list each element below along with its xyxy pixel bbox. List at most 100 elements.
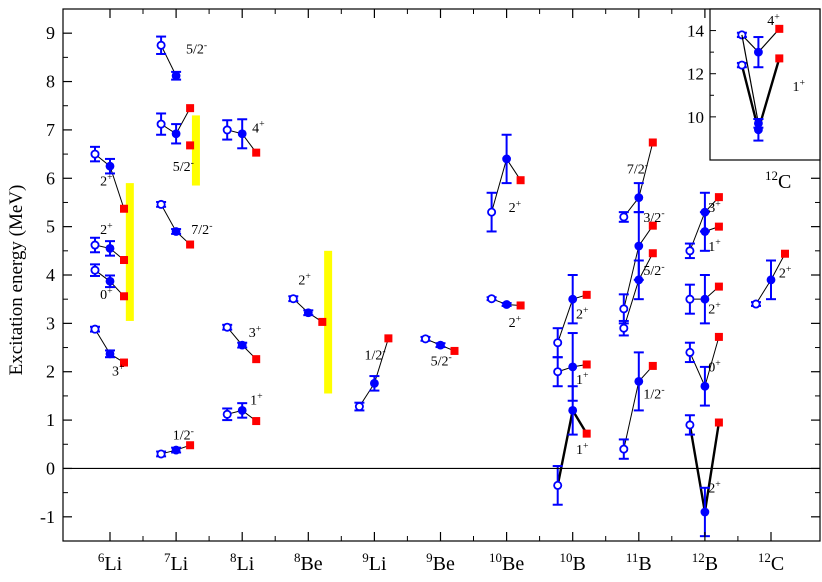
open-point [90,240,100,250]
experiment-point [648,361,657,370]
filled-point [766,275,776,285]
experiment-point [582,290,591,299]
experiment-point [252,417,261,426]
experiment-point [252,355,261,364]
experiment-point [252,148,261,157]
filled-point [502,154,511,164]
filled-point [237,129,247,139]
level-label: 5/2- [173,157,194,175]
x-tick-label: 10Be [489,550,524,575]
filled-point [237,406,247,415]
level-label: 2+ [708,300,721,318]
level-label: 5/2- [186,40,207,58]
level-label: 2+ [779,264,792,282]
experiment-point [384,334,393,343]
filled-point [303,308,313,318]
level-label: 1/2- [173,426,194,444]
y-tick-label: 1 [46,410,55,430]
filled-point [171,71,181,81]
x-tick-label: 8Li [230,550,255,575]
open-point [90,265,100,275]
experiment-point [186,104,195,113]
y-tick-label: 8 [46,72,55,92]
filled-point [171,129,181,139]
experiment-point [582,360,591,369]
inset-connector [741,34,759,124]
level-label: 2+ [298,271,311,289]
y-tick-label: 2 [46,362,55,382]
experiment-point [516,301,525,310]
filled-point [105,161,115,171]
experiment-point [714,282,723,291]
filled-point [634,193,644,203]
x-tick-label: 11B [626,550,652,575]
experiment-point [186,441,195,450]
x-tick-label: 10B [560,550,586,575]
open-point [553,367,563,377]
experiment-point [450,346,459,355]
y-tick-label: 4 [46,265,55,285]
inset-y-tick-label: 12 [687,65,704,84]
open-point [619,212,629,222]
inset-nucleus-label: 12C [765,168,791,193]
level-label: 2+ [708,479,721,497]
level-label: 1/2- [643,385,664,403]
experiment-point [120,358,128,367]
open-point [619,444,629,454]
filled-point [105,244,115,253]
open-point [487,207,497,217]
level-label: 5/2- [431,352,452,370]
level-label: 5/2- [643,261,664,279]
experiment-point [120,204,128,213]
filled-point [700,381,710,391]
open-point [90,149,100,159]
filled-point [502,300,511,309]
x-tick-label: 12C [758,550,784,575]
filled-point [171,227,181,236]
filled-point [700,507,710,517]
uncertainty-band [324,250,333,394]
y-tick-label: 9 [46,23,55,43]
experiment-point [714,332,723,341]
level-label: 3+ [112,362,125,380]
open-point [685,294,695,304]
experiment-point [582,429,591,438]
level-label: 7/2- [191,220,212,238]
filled-point [634,275,644,285]
level-label: 1+ [576,370,589,388]
level-label: 2+ [509,199,522,217]
open-point [685,246,695,256]
inset-y-tick-label: 10 [687,108,704,127]
open-point [156,40,166,50]
y-tick-label: 6 [46,168,55,188]
open-point [354,402,364,412]
inset-frame [709,8,821,161]
filled-point [105,349,115,359]
x-tick-label: 9Li [362,550,387,575]
experiment-point [516,176,525,185]
open-point [156,449,166,459]
filled-point [171,445,181,455]
y-tick-label: 0 [46,458,55,478]
open-point [156,119,166,129]
x-tick-label: 9Be [426,550,455,575]
open-point [685,420,695,430]
level-label: 2+ [509,314,522,332]
level-label: 0+ [708,358,721,376]
open-point [156,199,166,209]
uncertainty-band [125,183,134,321]
open-point [751,299,761,309]
filled-point [700,294,710,304]
filled-point [634,241,644,251]
inset-level-label: 4+ [767,12,780,30]
experiment-point [120,292,128,301]
y-tick-label: -1 [40,507,55,527]
open-point [288,294,298,304]
experiment-point [318,317,327,326]
y-tick-label: 5 [46,217,55,237]
experiment-point [648,221,657,230]
inset-level-label: 1+ [793,77,806,95]
experiment-point [781,249,789,258]
